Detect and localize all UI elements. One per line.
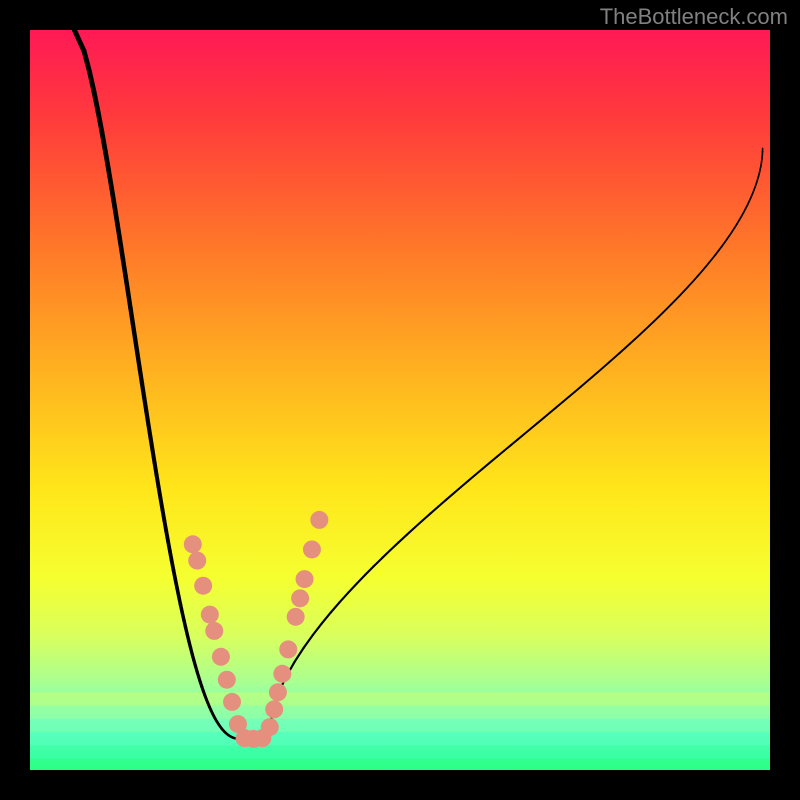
curve-left — [133, 324, 135, 339]
watermark-text: TheBottleneck.com — [600, 4, 788, 30]
curve-left — [126, 276, 129, 292]
green-band-stripe — [30, 692, 770, 705]
green-band-stripe — [30, 759, 770, 770]
marker-right — [279, 640, 297, 658]
curve-left — [140, 369, 142, 383]
curve-left — [115, 207, 118, 225]
curve-left — [120, 242, 123, 259]
curve-left — [102, 132, 105, 151]
marker-left — [194, 577, 212, 595]
plot-svg — [30, 30, 770, 770]
green-band-stripe — [30, 719, 770, 732]
marker-left — [188, 552, 206, 570]
marker-right — [296, 570, 314, 588]
marker-left — [212, 648, 230, 666]
gradient-background — [30, 30, 770, 770]
curve-left — [109, 170, 112, 189]
curve-left — [123, 259, 126, 276]
green-band-stripe — [30, 746, 770, 759]
marker-left — [218, 671, 236, 689]
marker-right — [261, 718, 279, 736]
curve-left — [130, 308, 132, 324]
marker-left — [184, 535, 202, 553]
marker-right — [310, 511, 328, 529]
curve-left — [105, 151, 108, 170]
green-band-stripe — [30, 706, 770, 719]
curve-left — [138, 354, 140, 369]
marker-left — [201, 606, 219, 624]
green-band-stripe — [30, 732, 770, 745]
curve-left — [128, 292, 130, 308]
curve-left — [117, 224, 120, 241]
marker-left — [205, 622, 223, 640]
chart-frame: TheBottleneck.com — [0, 0, 800, 800]
curve-left — [135, 339, 137, 354]
marker-right — [265, 700, 283, 718]
marker-right — [273, 665, 291, 683]
marker-right — [287, 608, 305, 626]
marker-left — [223, 693, 241, 711]
marker-right — [269, 683, 287, 701]
marker-right — [291, 589, 309, 607]
curve-left — [142, 384, 144, 398]
curve-left — [112, 188, 115, 206]
marker-right — [303, 540, 321, 558]
plot-area — [30, 30, 770, 770]
